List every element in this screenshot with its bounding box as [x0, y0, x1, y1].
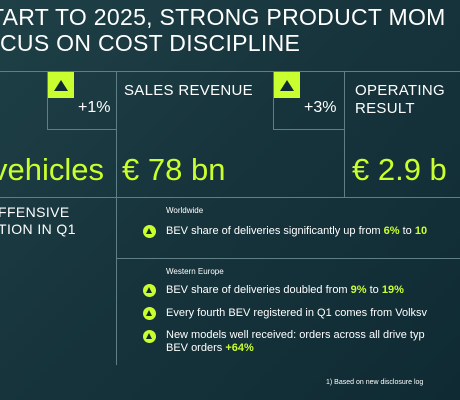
triangle-up-icon	[143, 225, 156, 238]
section-divider	[116, 197, 117, 365]
triangle-up-icon	[274, 72, 300, 98]
kpi-box-divider-2	[273, 71, 274, 130]
triangle-up-icon	[143, 284, 156, 297]
section-title-line-1: FFENSIVE	[0, 204, 70, 220]
kpi-value: € 78 bn	[122, 152, 226, 187]
kpi-bottom-divider	[0, 197, 460, 198]
bullet-text: New models well received: orders across …	[166, 329, 425, 354]
kpi-label: SALES REVENUE	[124, 82, 253, 99]
kpi-label-line-2: RESULT	[355, 100, 415, 117]
bullet-text: BEV share of deliveries doubled from 9% …	[166, 284, 404, 296]
kpi-top-divider	[0, 71, 460, 72]
title-line-2: CUS ON COST DISCIPLINE	[0, 30, 301, 56]
title-line-1: TART TO 2025, STRONG PRODUCT MOM	[0, 4, 446, 30]
region-label-worldwide: Worldwide	[166, 206, 204, 215]
kpi-label-line-1: OPERATING	[355, 82, 445, 99]
region-divider	[116, 258, 460, 259]
page-title: TART TO 2025, STRONG PRODUCT MOM CUS ON …	[0, 4, 446, 56]
triangle-up-icon	[143, 307, 156, 320]
section-title: FFENSIVE TION IN Q1	[0, 204, 76, 238]
section-title-line-2: TION IN Q1	[0, 221, 76, 237]
kpi-divider-1	[116, 71, 117, 197]
kpi-change: +3%	[304, 99, 337, 116]
kpi-value: € 2.9 b	[352, 152, 447, 187]
footnote: 1) Based on new disclosure log	[326, 379, 424, 386]
triangle-up-icon	[48, 72, 74, 98]
kpi-divider-2	[344, 71, 345, 197]
triangle-up-icon	[143, 330, 156, 343]
kpi-box-divider-1	[47, 71, 48, 130]
kpi-change: +1%	[78, 99, 111, 116]
kpi-box-bottom-1	[47, 129, 116, 130]
kpi-label: OPERATING RESULT	[355, 82, 445, 118]
bullet-text: BEV share of deliveries significantly up…	[166, 225, 428, 237]
region-label-western-europe: Western Europe	[166, 267, 224, 276]
kpi-value: vehicles	[0, 152, 104, 187]
kpi-box-bottom-2	[273, 129, 344, 130]
bullet-text: Every fourth BEV registered in Q1 comes …	[166, 307, 428, 319]
